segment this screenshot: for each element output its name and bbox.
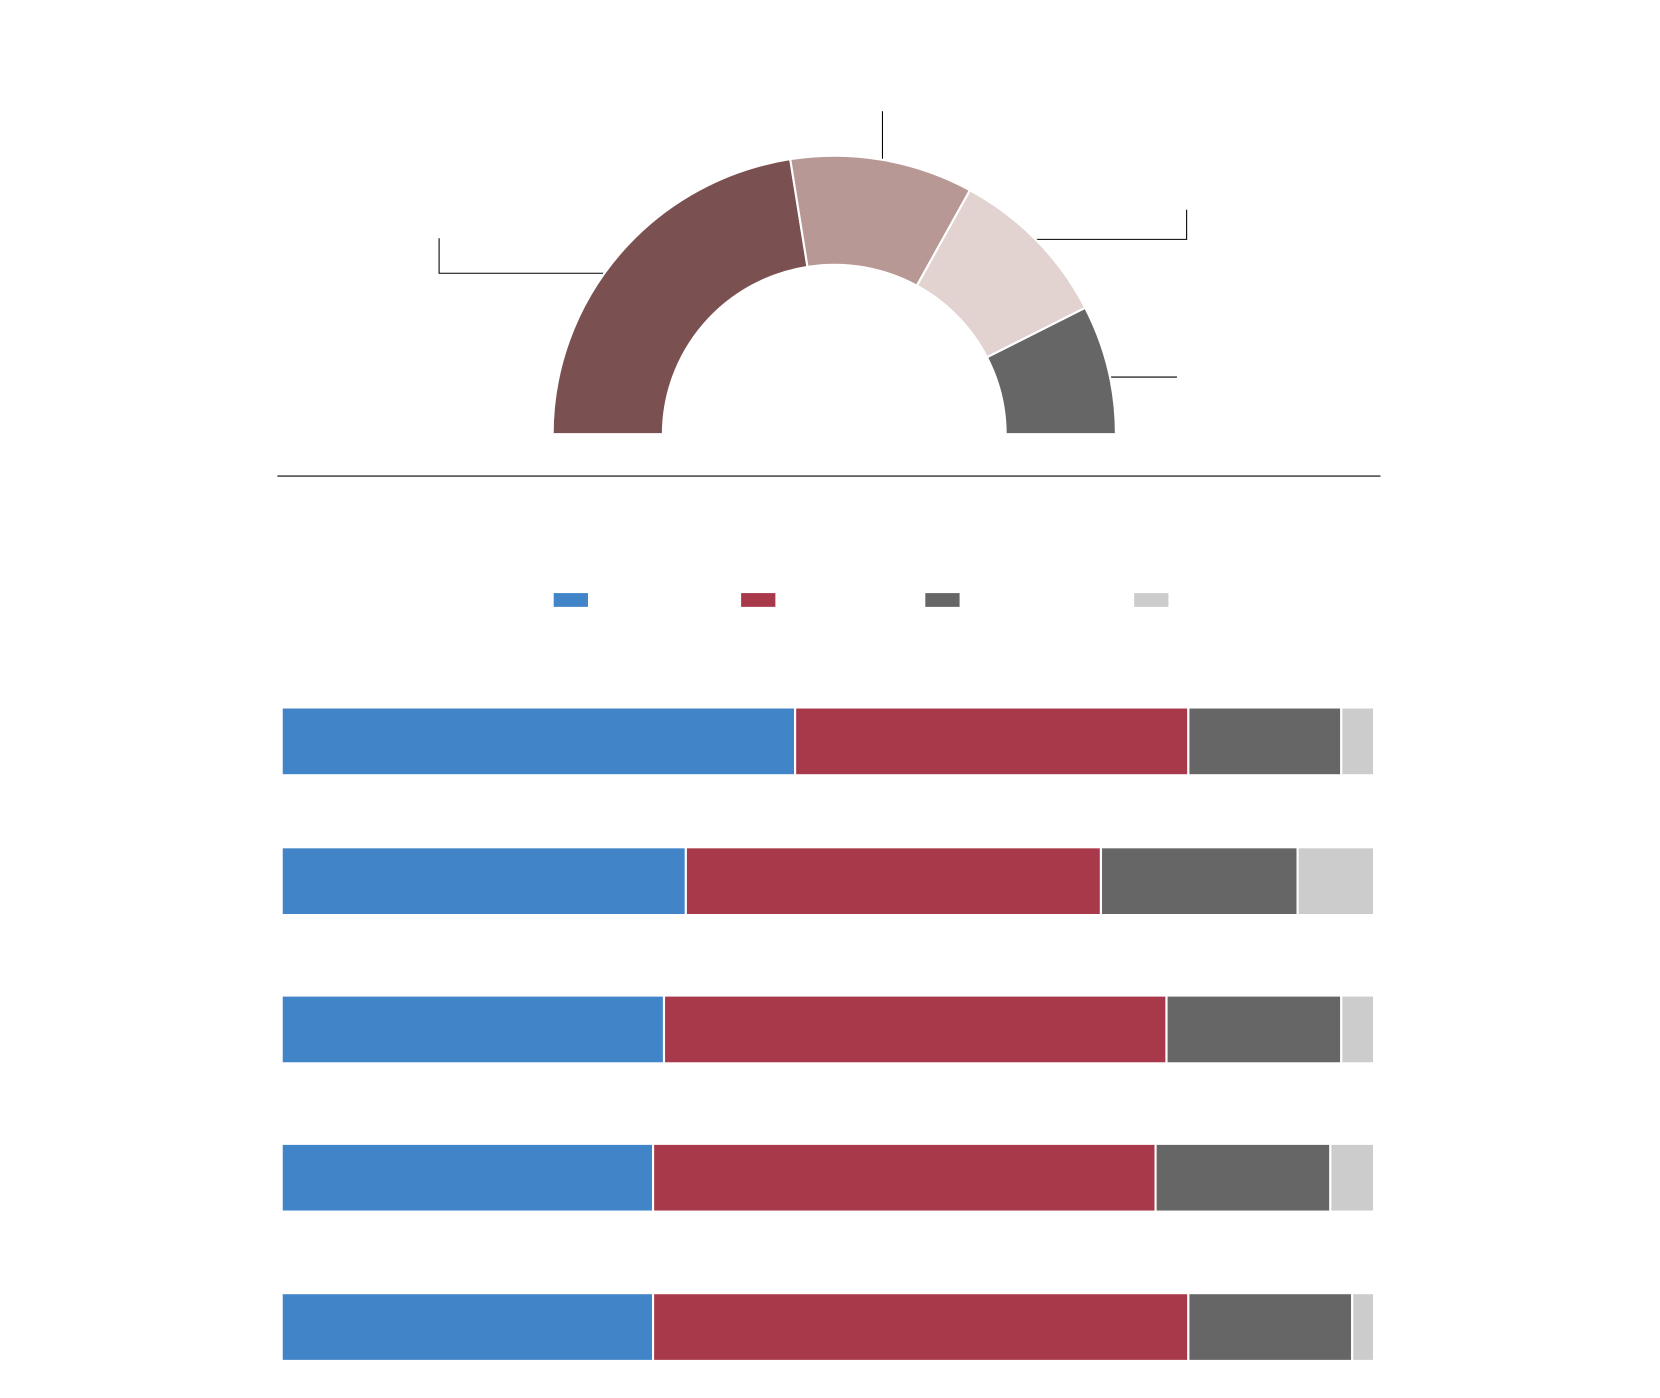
leader-line — [438, 238, 606, 274]
donut-slice — [985, 306, 1118, 436]
bar-segment — [1351, 1292, 1376, 1362]
legend-swatch — [741, 593, 776, 607]
leader-line — [1033, 209, 1188, 240]
bar-segment — [1296, 846, 1376, 917]
bar-segment — [280, 1142, 655, 1213]
bar-segment — [280, 706, 797, 777]
bar-segment — [1099, 846, 1299, 917]
bar-segment — [652, 1292, 1190, 1362]
bar-segment — [280, 1292, 655, 1362]
bar-segment — [1187, 706, 1343, 777]
legend-swatch — [925, 593, 960, 607]
bar-segment — [794, 706, 1190, 777]
legend-swatch — [1134, 593, 1169, 607]
legend-swatch — [553, 593, 588, 607]
bar-segment — [684, 846, 1103, 917]
bar-segment — [1340, 994, 1376, 1065]
bar-segment — [280, 994, 666, 1065]
bar-segment — [1329, 1142, 1376, 1213]
bar-segment — [1165, 994, 1343, 1065]
donut-slice — [551, 157, 809, 436]
bar-segment — [280, 846, 687, 917]
bar-segment — [1340, 706, 1376, 777]
bar-segment — [1187, 1292, 1354, 1362]
bar-segment — [1154, 1142, 1332, 1213]
bar-segment — [662, 994, 1168, 1065]
bar-segment — [652, 1142, 1157, 1213]
